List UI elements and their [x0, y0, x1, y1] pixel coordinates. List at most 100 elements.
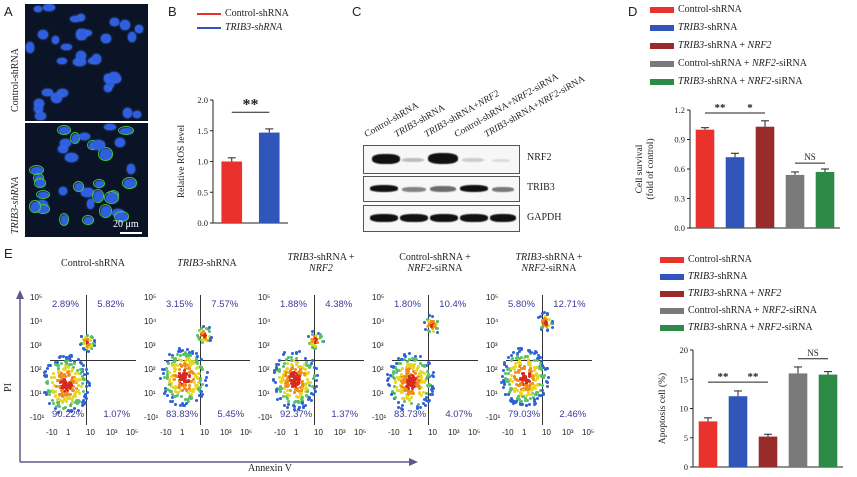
event-dot	[56, 366, 60, 370]
event-dot	[414, 354, 418, 358]
event-dot	[406, 378, 410, 382]
quadrant-percent-ul: 1.80%	[394, 299, 421, 310]
event-dot	[58, 404, 62, 408]
flow-y-tick: 10⁴	[372, 317, 385, 326]
event-dot	[290, 358, 294, 362]
event-dot	[180, 388, 184, 392]
event-dot	[90, 343, 94, 347]
quadrant-percent-lr: 4.07%	[445, 409, 473, 420]
event-dot	[539, 394, 543, 398]
event-dot	[405, 365, 409, 369]
event-dot	[309, 398, 313, 402]
event-dot	[173, 395, 177, 399]
event-dot	[319, 335, 323, 339]
event-dot	[292, 381, 296, 385]
event-dot	[537, 316, 541, 320]
event-dot	[289, 356, 293, 360]
event-dot	[409, 377, 413, 381]
event-dot	[410, 384, 414, 388]
event-dot	[529, 372, 533, 376]
event-dot	[67, 408, 70, 412]
event-dot	[504, 379, 508, 383]
y-axis-title: Cell survival (fold of control)	[635, 138, 656, 199]
event-dot	[415, 366, 419, 370]
event-dot	[526, 388, 530, 392]
event-dot	[183, 362, 187, 366]
event-dot	[528, 383, 532, 387]
event-dot	[406, 393, 410, 397]
cell-nucleus	[123, 107, 132, 118]
event-dot	[194, 373, 198, 377]
event-dot	[57, 403, 61, 407]
event-dot	[179, 375, 183, 379]
event-dot	[176, 390, 180, 394]
event-dot	[293, 404, 297, 408]
flow-plot: 3.15% 7.57% 83.83% 5.45%	[158, 295, 250, 425]
scale-bar	[120, 232, 142, 234]
event-dot	[86, 391, 89, 395]
event-dot	[276, 368, 280, 372]
event-dot	[541, 319, 545, 323]
event-dot	[507, 382, 511, 386]
event-dot	[313, 347, 317, 351]
event-dot	[165, 375, 169, 379]
cell-nucleus	[51, 36, 59, 45]
event-dot	[516, 378, 520, 382]
flow-plot: 2.89% 5.82% 90.22% 1.07%	[42, 295, 136, 425]
event-dot	[74, 387, 78, 391]
event-dot	[545, 385, 549, 389]
event-dot	[409, 380, 413, 383]
event-dot	[536, 391, 540, 395]
event-dot	[183, 366, 187, 370]
event-dot	[186, 348, 190, 352]
cell-nucleus	[92, 140, 105, 150]
event-dot	[47, 401, 51, 405]
e-legend-item: TRIB3-shRNA	[660, 271, 747, 282]
cell-stain	[73, 180, 85, 192]
event-dot	[91, 335, 95, 339]
event-dot	[191, 370, 195, 374]
cell-stain	[82, 214, 95, 226]
event-dot	[58, 374, 62, 378]
legend-swatch	[650, 42, 674, 49]
event-dot	[517, 359, 521, 363]
event-dot	[74, 390, 78, 394]
cell-nucleus	[59, 138, 72, 148]
event-dot	[281, 365, 285, 369]
event-dot	[305, 388, 309, 392]
event-dot	[170, 354, 174, 358]
event-dot	[418, 386, 422, 390]
event-dot	[169, 399, 173, 403]
event-dot	[405, 396, 409, 400]
event-dot	[507, 379, 511, 383]
event-dot	[405, 368, 409, 372]
event-dot	[528, 363, 532, 367]
event-dot	[197, 376, 201, 380]
event-dot	[411, 365, 415, 369]
event-dot	[174, 357, 178, 361]
event-dot	[88, 381, 92, 385]
event-dot	[542, 391, 546, 395]
event-dot	[517, 384, 521, 388]
event-dot	[202, 331, 206, 335]
event-dot	[523, 377, 527, 381]
cell-nucleus	[103, 123, 117, 131]
event-dot	[192, 362, 196, 366]
event-dot	[299, 372, 303, 376]
event-dot	[522, 356, 526, 360]
event-dot	[162, 372, 166, 376]
flow-axes-arrows	[16, 290, 418, 466]
event-dot	[66, 366, 70, 370]
event-dot	[81, 390, 85, 393]
event-dot	[535, 365, 539, 369]
event-dot	[286, 389, 290, 393]
event-dot	[60, 384, 64, 388]
y-axis-title-line: Apoptosis cell (%)	[657, 373, 668, 444]
event-dot	[516, 354, 520, 358]
event-dot	[190, 395, 194, 399]
flow-plot-title: Control-shRNA + NRF2-siRNA	[399, 252, 471, 274]
event-dot	[196, 335, 200, 339]
event-dot	[547, 317, 551, 321]
event-dot	[298, 406, 302, 410]
event-dot	[296, 379, 300, 383]
